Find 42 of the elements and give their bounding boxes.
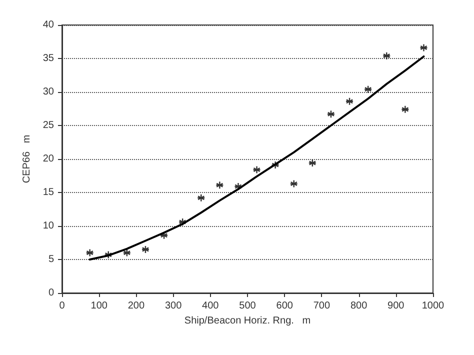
point xyxy=(364,85,372,94)
point xyxy=(252,166,261,174)
y-tick-label: 5 xyxy=(48,254,54,265)
x-tick-label: 0 xyxy=(59,300,66,312)
x-tick-label: 600 xyxy=(276,300,294,312)
y-tick-label: 40 xyxy=(42,20,54,30)
point xyxy=(216,181,224,190)
point xyxy=(271,160,280,170)
x-tick-label: 700 xyxy=(313,300,330,312)
point xyxy=(197,194,206,202)
point xyxy=(178,218,187,226)
x-tick-label: 500 xyxy=(239,300,256,312)
point xyxy=(160,231,168,240)
x-tick-label: 1000 xyxy=(422,300,445,312)
point xyxy=(122,248,132,257)
x-tick-label: 200 xyxy=(128,300,145,312)
y-tick-label: 30 xyxy=(42,86,54,98)
point xyxy=(382,52,391,60)
line-series xyxy=(88,55,425,260)
point xyxy=(420,44,428,52)
y-tick-label: 35 xyxy=(42,53,54,64)
point xyxy=(290,180,298,188)
y-tick-label: 20 xyxy=(42,154,54,164)
x-tick-label: 100 xyxy=(90,300,108,312)
point xyxy=(104,250,112,259)
y-axis-title: CEP66 m xyxy=(21,134,32,184)
point xyxy=(234,182,242,191)
point xyxy=(401,105,410,114)
point xyxy=(86,248,94,257)
x-tick-label: 300 xyxy=(164,300,182,312)
x-tick-label: 400 xyxy=(202,300,220,312)
x-tick-label: 800 xyxy=(350,300,368,312)
x-axis-title: Ship/Beacon Horiz. Rng. m xyxy=(184,315,311,326)
y-tick-label: 10 xyxy=(42,220,54,232)
x-tick-label: 900 xyxy=(388,300,405,312)
point xyxy=(141,245,150,254)
y-tick-label: 0 xyxy=(48,288,54,298)
y-tick-label: 15 xyxy=(42,187,54,198)
y-tick-label: 25 xyxy=(42,120,54,131)
point xyxy=(345,97,354,106)
point xyxy=(326,110,336,118)
point xyxy=(308,158,317,168)
